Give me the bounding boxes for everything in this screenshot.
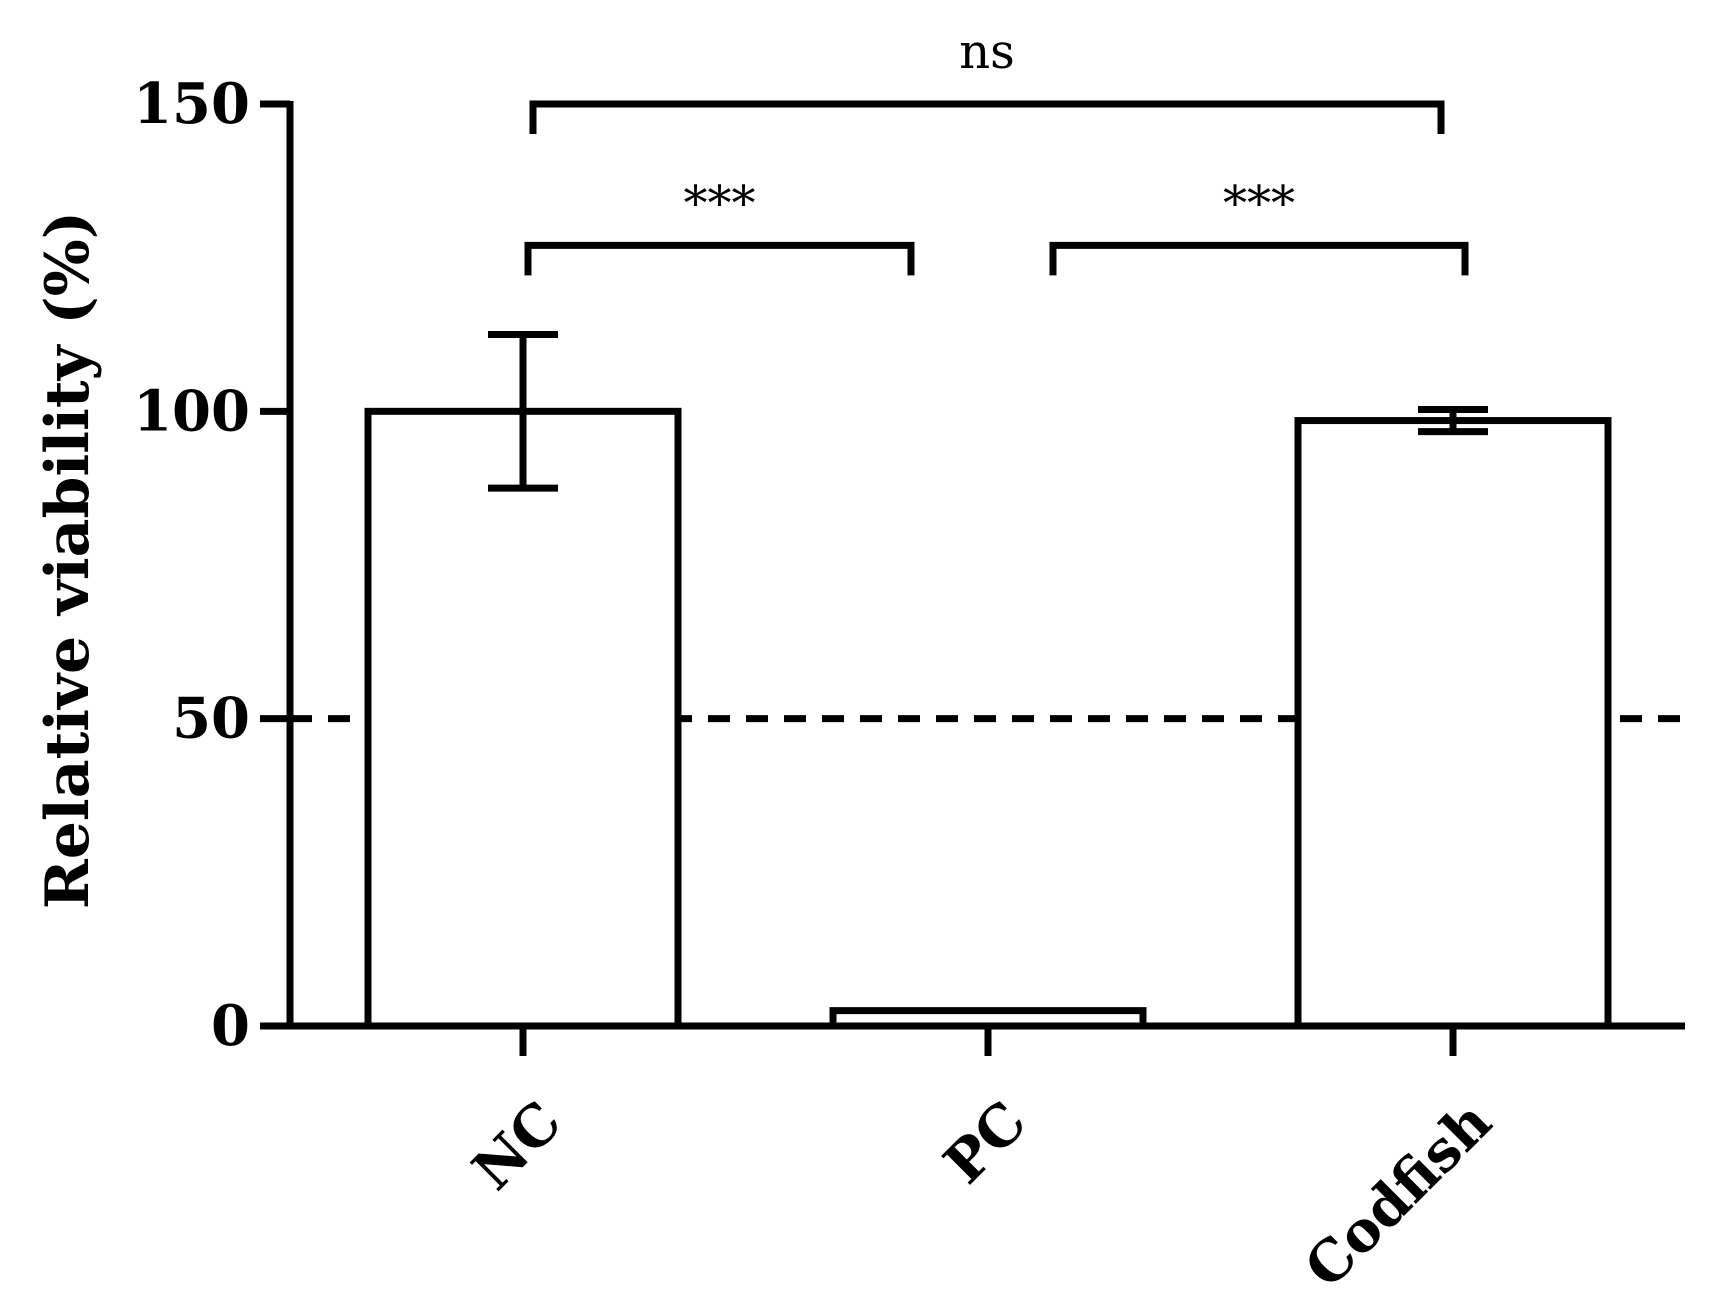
y-tick-label: 100	[133, 378, 250, 444]
significance-bracket	[524, 241, 915, 276]
significance-layer: ns *** ***	[524, 24, 1469, 276]
y-tick-label: 150	[133, 71, 250, 137]
x-category-label: PC	[931, 1089, 1039, 1197]
significance-label: ***	[684, 175, 756, 231]
y-axis-title: Relative viability (%)	[33, 211, 103, 909]
bar-codfish	[1294, 417, 1612, 1030]
y-tick-label: 50	[172, 686, 250, 752]
x-category-label: NC	[460, 1089, 574, 1203]
significance-bracket	[1049, 241, 1469, 276]
y-tick-label: 0	[211, 993, 250, 1059]
x-category-label: Codfish	[1292, 1089, 1504, 1301]
significance-bracket	[529, 100, 1445, 134]
significance-label: ns	[959, 24, 1015, 80]
significance-label: ***	[1223, 175, 1295, 231]
bar-nc	[364, 407, 682, 1030]
bars-layer	[364, 331, 1612, 1030]
